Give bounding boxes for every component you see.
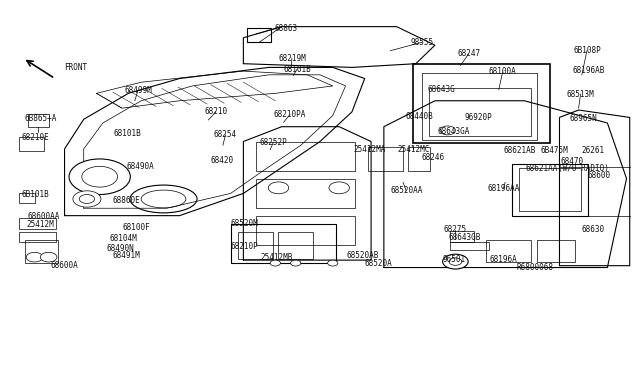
Bar xyxy=(511,164,588,216)
Text: 68520AA: 68520AA xyxy=(390,186,422,195)
Text: 68643GA: 68643GA xyxy=(438,126,470,136)
Bar xyxy=(230,224,336,263)
Text: 68101B: 68101B xyxy=(283,65,311,74)
Text: 68621AB: 68621AB xyxy=(503,145,536,154)
Bar xyxy=(429,88,531,136)
Bar xyxy=(519,168,580,211)
Bar xyxy=(256,179,355,208)
Text: 68600AA: 68600AA xyxy=(28,212,60,221)
Text: 68100F: 68100F xyxy=(122,223,150,232)
Circle shape xyxy=(79,195,95,203)
Text: 68219M: 68219M xyxy=(278,54,306,62)
Text: 68247: 68247 xyxy=(457,49,481,58)
Text: 68196AA: 68196AA xyxy=(487,184,520,193)
Text: 68520M: 68520M xyxy=(231,219,259,228)
Circle shape xyxy=(69,159,131,195)
Text: 26261: 26261 xyxy=(581,146,604,155)
Text: 68490N: 68490N xyxy=(106,244,134,253)
Bar xyxy=(247,28,271,42)
Bar xyxy=(256,141,355,171)
Circle shape xyxy=(73,191,101,207)
Circle shape xyxy=(443,254,468,269)
Bar xyxy=(19,218,56,229)
Circle shape xyxy=(328,260,338,266)
Bar xyxy=(408,147,431,171)
Text: 68499M: 68499M xyxy=(124,86,152,95)
Text: 68100A: 68100A xyxy=(489,67,516,76)
Text: 68513M: 68513M xyxy=(566,90,595,99)
Circle shape xyxy=(40,252,57,262)
Bar xyxy=(368,147,403,171)
Circle shape xyxy=(449,258,462,265)
Text: 68491M: 68491M xyxy=(113,251,140,260)
Circle shape xyxy=(291,260,301,266)
Circle shape xyxy=(268,182,289,194)
Text: 25412MC: 25412MC xyxy=(397,145,430,154)
Bar xyxy=(19,193,35,203)
Bar xyxy=(25,240,58,263)
Text: 68104M: 68104M xyxy=(109,234,137,243)
Text: 6B475M: 6B475M xyxy=(541,145,568,154)
Circle shape xyxy=(26,252,43,262)
Text: 68965N: 68965N xyxy=(569,114,597,123)
Text: 68520A: 68520A xyxy=(365,259,392,267)
Text: (W/O RADIO): (W/O RADIO) xyxy=(557,164,609,173)
Text: 98555: 98555 xyxy=(411,38,434,47)
Bar xyxy=(486,240,531,262)
Bar xyxy=(238,232,273,259)
Text: 25412M: 25412M xyxy=(26,220,54,229)
Text: 68252P: 68252P xyxy=(259,138,287,147)
Text: 68490A: 68490A xyxy=(126,162,154,171)
Text: 68470: 68470 xyxy=(561,157,584,166)
Circle shape xyxy=(329,182,349,194)
Text: 96501: 96501 xyxy=(442,255,466,264)
Text: 68246: 68246 xyxy=(422,153,445,162)
Circle shape xyxy=(440,126,456,135)
Text: 68440B: 68440B xyxy=(406,112,433,121)
Text: 68254: 68254 xyxy=(214,130,237,140)
Text: 68860E: 68860E xyxy=(113,196,140,205)
Bar xyxy=(537,240,575,262)
Text: 68196AB: 68196AB xyxy=(572,66,604,75)
Text: 68210PA: 68210PA xyxy=(274,110,306,119)
Text: 68520AB: 68520AB xyxy=(347,251,379,260)
Text: 6B108P: 6B108P xyxy=(573,46,601,55)
Text: 68210E: 68210E xyxy=(22,132,50,142)
Bar xyxy=(422,73,537,140)
Text: 68420: 68420 xyxy=(211,156,234,165)
Bar xyxy=(451,242,488,250)
Text: 25412MA: 25412MA xyxy=(353,145,385,154)
Bar xyxy=(19,232,56,241)
Text: 6B865+A: 6B865+A xyxy=(24,114,56,123)
Text: 68101B: 68101B xyxy=(113,129,141,138)
Text: 96920P: 96920P xyxy=(465,113,492,122)
Text: 68275: 68275 xyxy=(444,225,467,234)
Text: 25412MB: 25412MB xyxy=(260,253,292,262)
Bar xyxy=(451,231,474,242)
Text: 68863: 68863 xyxy=(275,24,298,33)
Text: 68600A: 68600A xyxy=(51,261,79,270)
Bar xyxy=(28,114,49,127)
Bar xyxy=(256,216,355,245)
Text: 6B101B: 6B101B xyxy=(22,190,50,199)
Bar xyxy=(413,64,550,143)
Text: 68643G: 68643G xyxy=(428,85,455,94)
Text: 68600: 68600 xyxy=(588,171,611,180)
Text: 68210P: 68210P xyxy=(231,242,259,251)
Circle shape xyxy=(82,166,118,187)
Bar xyxy=(278,232,313,259)
Text: 68196A: 68196A xyxy=(490,255,517,264)
Text: 68621AA: 68621AA xyxy=(525,164,558,173)
Circle shape xyxy=(270,260,280,266)
Text: 68643GB: 68643GB xyxy=(449,232,481,242)
Text: 68630: 68630 xyxy=(581,225,604,234)
Bar xyxy=(19,137,44,151)
Text: FRONT: FRONT xyxy=(65,63,88,72)
Text: 68210: 68210 xyxy=(204,108,227,116)
Text: R6800068: R6800068 xyxy=(516,263,554,272)
